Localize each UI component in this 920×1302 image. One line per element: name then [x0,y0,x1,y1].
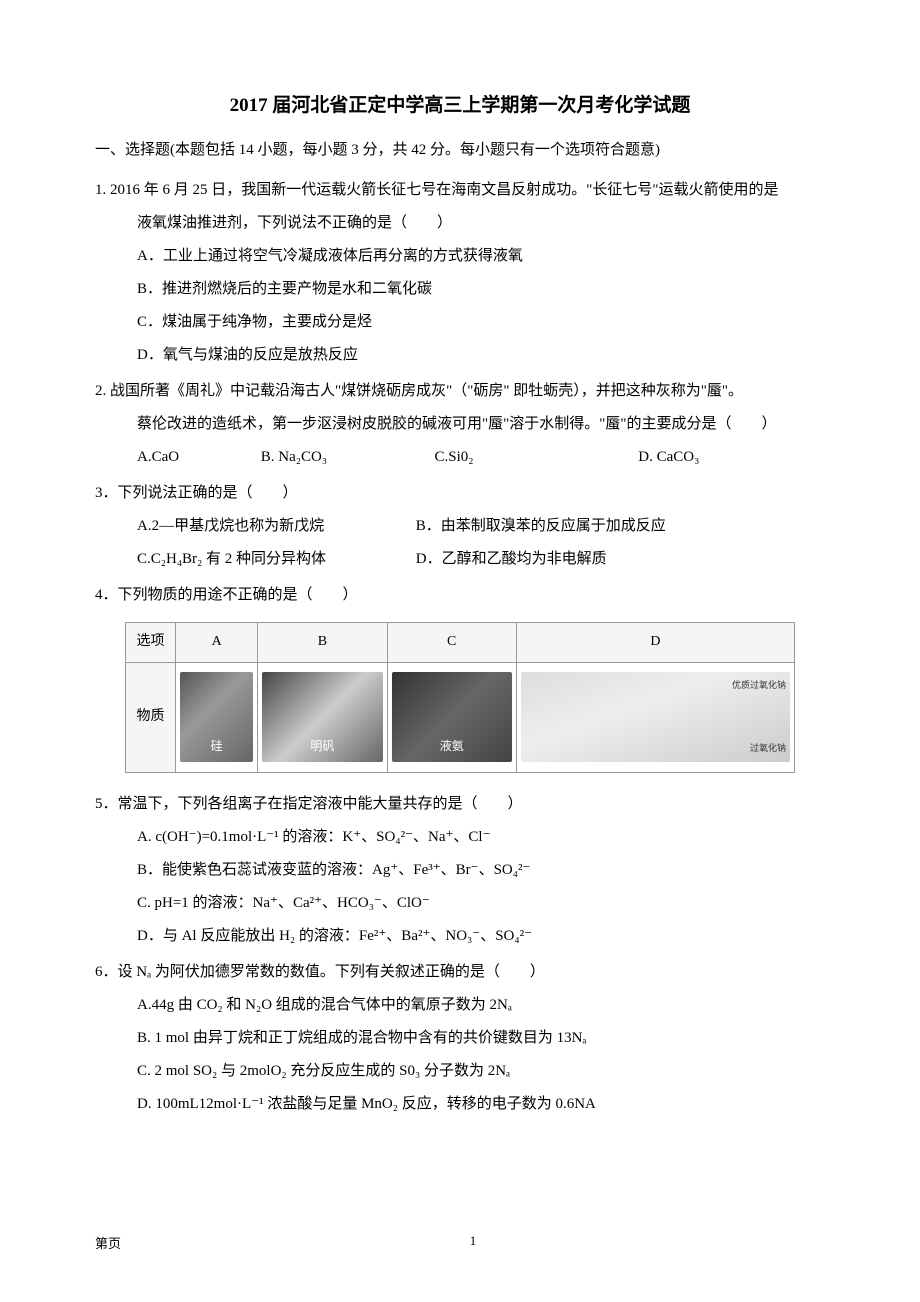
q3-option-d: D．乙醇和乙酸均为非电解质 [416,543,607,576]
q3-stem: 3．下列说法正确的是（ ） [95,477,825,510]
header-c: C [387,623,516,663]
q5-stem: 5．常温下，下列各组离子在指定溶液中能大量共存的是（ ） [95,788,825,821]
q2: 2. 战国所著《周礼》中记载沿海古人"煤饼烧砺房成灰"（"砺房" 即牡蛎壳），并… [95,375,825,474]
header-b: B [258,623,387,663]
header-d: D [516,623,794,663]
q1-option-a: A．工业上通过将空气冷凝成液体后再分离的方式获得液氧 [95,240,825,273]
section-header: 一、选择题(本题包括 14 小题，每小题 3 分，共 42 分。每小题只有一个选… [95,137,825,164]
q6-option-a: A.44g 由 CO₂ 和 N₂O 组成的混合气体中的氧原子数为 2Nₐ [95,989,825,1022]
q6: 6．设 Nₐ 为阿伏加德罗常数的数值。下列有关叙述正确的是（ ） A.44g 由… [95,956,825,1121]
q3-option-c: C.C₂H₄Br₂ 有 2 种同分异构体 [137,543,412,576]
q3: 3．下列说法正确的是（ ） A.2—甲基戊烷也称为新戊烷 B．由苯制取溴苯的反应… [95,477,825,576]
q1-option-c: C．煤油属于纯净物，主要成分是烃 [95,306,825,339]
package-top-text: 优质过氧化钠 [732,676,786,696]
sodium-peroxide-image: 优质过氧化钠 过氧化钠 [521,672,790,762]
q6-option-b: B. 1 mol 由异丁烷和正丁烷组成的混合物中含有的共价键数目为 13Nₐ [95,1022,825,1055]
q4-table: 选项 A B C D 物质 硅 明矾 液氨 优质过氧化钠 [125,622,795,773]
footer-left: 第页 [95,1233,121,1252]
q3-options-row1: A.2—甲基戊烷也称为新戊烷 B．由苯制取溴苯的反应属于加成反应 [95,510,825,543]
q1-option-b: B．推进剂燃烧后的主要产物是水和二氧化碳 [95,273,825,306]
q1: 1. 2016 年 6 月 25 日，我国新一代运载火箭长征七号在海南文昌反射成… [95,174,825,372]
q1-option-d: D．氧气与煤油的反应是放热反应 [95,339,825,372]
cell-b: 明矾 [258,662,387,772]
q1-stem2: 液氧煤油推进剂，下列说法不正确的是（ ） [95,207,825,240]
row-label: 物质 [126,662,176,772]
q6-option-d: D. 100mL12mol·L⁻¹ 浓盐酸与足量 MnO₂ 反应，转移的电子数为… [95,1088,825,1121]
q2-options: A.CaO B. Na₂CO₃ C.Si0₂ D. CaCO₃ [95,441,825,474]
q4: 4．下列物质的用途不正确的是（ ） 选项 A B C D 物质 硅 明矾 液氨 [95,579,825,773]
page-footer: 第页 1 [95,1233,825,1252]
q2-stem: 2. 战国所著《周礼》中记载沿海古人"煤饼烧砺房成灰"（"砺房" 即牡蛎壳），并… [95,375,825,408]
q4-table-wrapper: 选项 A B C D 物质 硅 明矾 液氨 优质过氧化钠 [125,622,795,773]
footer-page-number: 1 [95,1233,825,1249]
q6-stem: 6．设 Nₐ 为阿伏加德罗常数的数值。下列有关叙述正确的是（ ） [95,956,825,989]
header-label: 选项 [126,623,176,663]
package-bottom-text: 过氧化钠 [750,739,786,759]
q5: 5．常温下，下列各组离子在指定溶液中能大量共存的是（ ） A. c(OH⁻)=0… [95,788,825,953]
header-a: A [176,623,258,663]
q2-option-a: A.CaO [137,441,257,474]
q3-option-b: B．由苯制取溴苯的反应属于加成反应 [416,510,666,543]
exam-title: 2017 届河北省正定中学高三上学期第一次月考化学试题 [95,90,825,117]
q5-option-b: B．能使紫色石蕊试液变蓝的溶液：Ag⁺、Fe³⁺、Br⁻、SO₄²⁻ [95,854,825,887]
cell-d: 优质过氧化钠 过氧化钠 [516,662,794,772]
q5-option-a: A. c(OH⁻)=0.1mol·L⁻¹ 的溶液：K⁺、SO₄²⁻、Na⁺、Cl… [95,821,825,854]
q2-option-d: D. CaCO₃ [638,441,699,474]
q5-option-c: C. pH=1 的溶液：Na⁺、Ca²⁺、HCO₃⁻、ClO⁻ [95,887,825,920]
q3-options-row2: C.C₂H₄Br₂ 有 2 种同分异构体 D．乙醇和乙酸均为非电解质 [95,543,825,576]
q2-option-b: B. Na₂CO₃ [261,441,431,474]
q4-stem: 4．下列物质的用途不正确的是（ ） [95,579,825,612]
q3-option-a: A.2—甲基戊烷也称为新戊烷 [137,510,412,543]
q5-option-d: D．与 Al 反应能放出 H₂ 的溶液：Fe²⁺、Ba²⁺、NO₃⁻、SO₄²⁻ [95,920,825,953]
q6-option-c: C. 2 mol SO₂ 与 2molO₂ 充分反应生成的 S0₃ 分子数为 2… [95,1055,825,1088]
q2-stem2: 蔡伦改进的造纸术，第一步沤浸树皮脱胶的碱液可用"蜃"溶于水制得。"蜃"的主要成分… [95,408,825,441]
q1-stem: 1. 2016 年 6 月 25 日，我国新一代运载火箭长征七号在海南文昌反射成… [95,174,825,207]
cell-a: 硅 [176,662,258,772]
table-header-row: 选项 A B C D [126,623,795,663]
liquid-ammonia-image: 液氨 [392,672,512,762]
table-image-row: 物质 硅 明矾 液氨 优质过氧化钠 过氧化钠 [126,662,795,772]
q2-option-c: C.Si0₂ [435,441,635,474]
mingfan-image: 明矾 [262,672,382,762]
silicon-image: 硅 [180,672,253,762]
cell-c: 液氨 [387,662,516,772]
